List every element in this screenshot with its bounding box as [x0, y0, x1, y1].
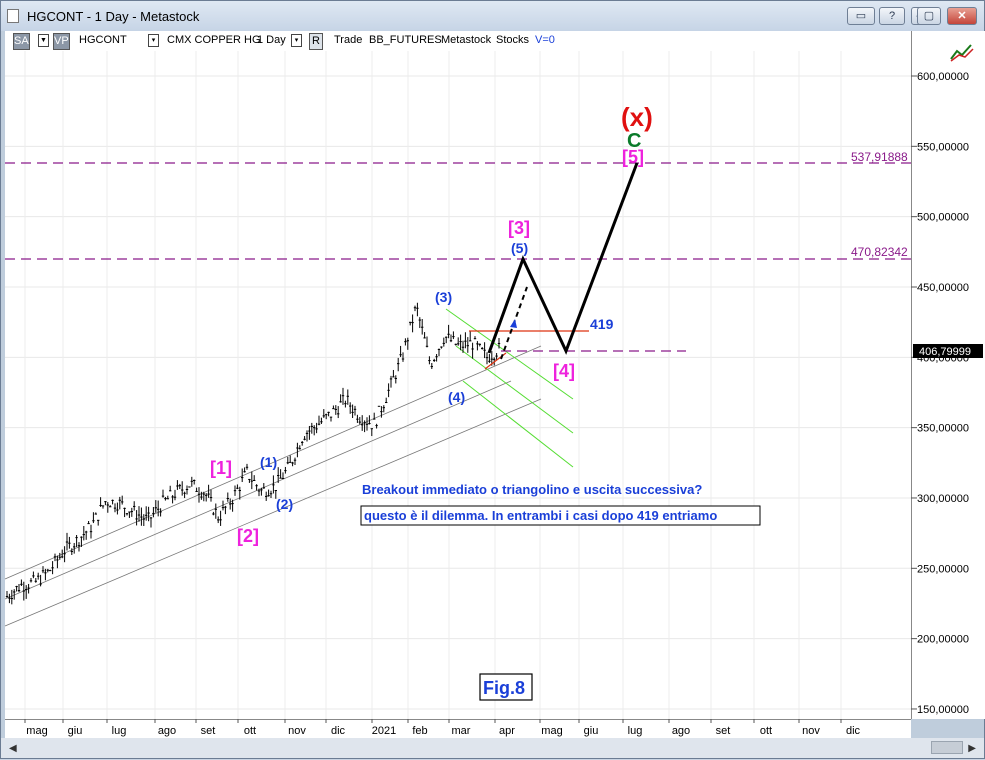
type-label: Stocks [496, 34, 530, 46]
sa-dropdown-icon[interactable]: ▼ [38, 34, 49, 47]
chart-list-button[interactable]: ▭ [847, 7, 875, 25]
scroll-thumb[interactable] [931, 741, 963, 754]
symbol-label[interactable]: HGCONT [79, 34, 127, 46]
sa-button[interactable]: SA [13, 33, 30, 50]
maximize-button[interactable]: ▢ [917, 7, 941, 25]
scroll-right-arrow-icon[interactable]: ▶ [968, 743, 976, 754]
period-label[interactable]: 1 Day [257, 34, 286, 46]
price-axis [911, 31, 985, 719]
period-dropdown-icon[interactable]: ▾ [291, 34, 302, 47]
horizontal-scrollbar[interactable]: ◀ ▶ [1, 738, 984, 758]
source-label: Metastock [441, 34, 492, 46]
volume-label: V=0 [535, 34, 555, 46]
r-button[interactable]: R [309, 33, 323, 50]
title-bar: HGCONT - 1 Day - Metastock ▭ ? — ▢ ✕ [1, 1, 984, 31]
exchange-label: BB_FUTURES [369, 34, 442, 46]
scroll-left-arrow-icon[interactable]: ◀ [9, 743, 17, 754]
symbol-dropdown-icon[interactable]: ▾ [148, 34, 159, 47]
window-title: HGCONT - 1 Day - Metastock [27, 9, 200, 24]
vp-button[interactable]: VP [53, 33, 70, 50]
document-icon [7, 9, 19, 23]
security-name: CMX COPPER HG [167, 34, 261, 46]
help-button[interactable]: ? [879, 7, 905, 25]
close-button[interactable]: ✕ [947, 7, 977, 25]
chart-plot-area[interactable] [5, 51, 911, 719]
chart-tools-icon[interactable] [949, 41, 975, 63]
date-axis [5, 719, 911, 738]
trade-label[interactable]: Trade [334, 34, 363, 46]
chart-toolbar: SA ▼ VP HGCONT ▾ CMX COPPER HG 1 Day ▾ R… [5, 31, 911, 51]
